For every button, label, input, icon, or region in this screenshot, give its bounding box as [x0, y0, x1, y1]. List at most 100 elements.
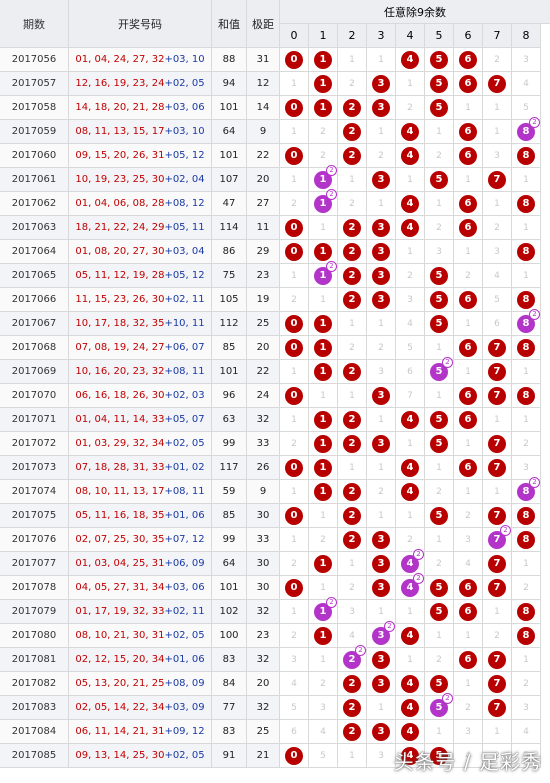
miss-count: 3: [425, 240, 454, 264]
blue-numbers: +05, 11: [164, 222, 205, 233]
remainder-ball: 2: [343, 698, 361, 717]
red-numbers: 07, 08, 19, 24, 27: [75, 342, 165, 353]
miss-value: 4: [465, 750, 471, 761]
remainder-hit: 3: [367, 168, 396, 192]
miss-count: 1: [425, 336, 454, 360]
sum-cell: 88: [212, 48, 247, 72]
remainder-ball: 8: [517, 626, 535, 645]
miss-count: 1: [309, 288, 338, 312]
table-row: 2017069 10, 16, 20, 23, 32 +08, 11 101 22 1 1 2…: [0, 356, 550, 384]
red-numbers: 09, 13, 14, 25, 30: [75, 750, 165, 761]
miss-count: 1: [425, 720, 454, 744]
sum-cell: 100: [212, 624, 247, 648]
remainder-hit: 4: [396, 480, 425, 504]
miss-value: 5: [407, 342, 413, 353]
table-row: 2017062 01, 04, 06, 08, 28 +08, 12 47 27 2 1 2 2…: [0, 188, 550, 216]
miss-value: 2: [291, 630, 297, 641]
sum-cell: 85: [212, 504, 247, 528]
miss-count: 2: [483, 216, 512, 240]
blue-numbers: +01, 06: [164, 510, 205, 521]
remainder-hit: 1: [309, 48, 338, 72]
miss-value: 1: [378, 126, 384, 137]
sum-cell: 101: [212, 576, 247, 600]
miss-count: 2: [280, 288, 309, 312]
blue-numbers: +02, 05: [164, 438, 205, 449]
remainder-hit: 0: [280, 240, 309, 264]
blue-numbers: +08, 11: [164, 366, 205, 377]
miss-count: 1: [396, 648, 425, 672]
period-cell: 2017075: [0, 504, 69, 528]
table-row: 2017059 08, 11, 13, 15, 17 +03, 10 64 9 1 2 2 1 4…: [0, 116, 550, 144]
remainder-hit: 5: [425, 672, 454, 696]
red-numbers: 02, 05, 14, 22, 34: [75, 702, 165, 713]
table-row: 2017057 12, 16, 19, 23, 24 +02, 05 94 12 1 1 2 3…: [0, 72, 550, 96]
remainder-ball: 1: [314, 242, 332, 261]
miss-count: 2: [338, 576, 367, 600]
miss-count: 3: [338, 600, 367, 624]
remainder-hit: 4: [396, 120, 425, 144]
miss-value: 1: [465, 630, 471, 641]
miss-value: 3: [436, 246, 442, 257]
miss-value: 2: [465, 702, 471, 713]
remainder-ball: 3: [372, 722, 390, 741]
miss-value: 3: [494, 150, 500, 161]
miss-count: 2: [454, 504, 483, 528]
remainder-ball: 4: [401, 194, 419, 213]
miss-value: 1: [465, 102, 471, 113]
period-cell: 2017083: [0, 696, 69, 720]
miss-count: 2: [512, 432, 541, 456]
miss-count: 1: [367, 408, 396, 432]
red-numbers: 08, 11, 13, 15, 17: [75, 126, 165, 137]
miss-count: 4: [512, 720, 541, 744]
miss-count: 1: [483, 192, 512, 216]
remainder-hit: 2: [338, 528, 367, 552]
miss-count: 2: [483, 48, 512, 72]
miss-value: 4: [320, 726, 326, 737]
remainder-ball: 6: [459, 338, 477, 357]
miss-value: 2: [378, 342, 384, 353]
miss-count: 3: [367, 744, 396, 768]
miss-count: 2: [338, 192, 367, 216]
remainder-ball: 1: [314, 626, 332, 645]
remainder-hit: 4: [396, 744, 425, 768]
red-numbers: 01, 03, 29, 32, 34: [75, 438, 165, 449]
blue-numbers: +09, 12: [164, 726, 205, 737]
remainder-ball: 6: [459, 122, 477, 141]
miss-count: 5: [483, 288, 512, 312]
remainder-ball: 8: [517, 146, 535, 165]
remainder-hit: 3: [367, 240, 396, 264]
remainder-hit: 2: [338, 720, 367, 744]
miss-count: 1: [280, 480, 309, 504]
remainder-ball: 3: [372, 170, 390, 189]
remainder-ball: 8: [517, 242, 535, 261]
miss-count: 2: [367, 144, 396, 168]
miss-value: 1: [378, 606, 384, 617]
remainder-hit: 0: [280, 96, 309, 120]
remainder-ball: 2: [343, 530, 361, 549]
miss-count: 1: [309, 384, 338, 408]
remainder-ball: 6: [459, 194, 477, 213]
miss-count: 1: [309, 576, 338, 600]
miss-value: 6: [494, 318, 500, 329]
miss-value: 5: [291, 702, 297, 713]
remainder-hit: 5: [425, 168, 454, 192]
miss-count: 1: [338, 168, 367, 192]
span-cell: 33: [247, 528, 280, 552]
remainder-ball: 2: [343, 290, 361, 309]
sum-cell: 91: [212, 744, 247, 768]
table-row: 2017065 05, 11, 12, 19, 28 +05, 12 75 23 1 1 2 2…: [0, 260, 550, 288]
red-numbers: 01, 04, 11, 14, 33: [75, 414, 165, 425]
miss-value: 1: [349, 54, 355, 65]
red-numbers: 02, 12, 15, 20, 34: [75, 654, 165, 665]
blue-numbers: +02, 11: [164, 606, 205, 617]
miss-value: 1: [378, 510, 384, 521]
miss-count: 2: [309, 144, 338, 168]
remainder-hit: 6: [454, 648, 483, 672]
period-cell: 2017076: [0, 528, 69, 552]
repeat-count-badge: 2: [500, 524, 511, 536]
miss-count: 3: [512, 48, 541, 72]
miss-value: 3: [523, 462, 529, 473]
